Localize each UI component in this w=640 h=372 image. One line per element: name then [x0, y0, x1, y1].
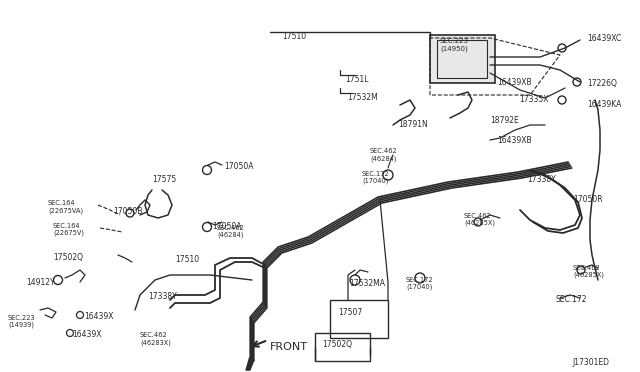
Text: SEC.462
(46283X): SEC.462 (46283X) — [140, 332, 171, 346]
Text: 17575: 17575 — [152, 175, 176, 184]
Text: 17050A: 17050A — [212, 222, 241, 231]
Text: 14912Y: 14912Y — [26, 278, 54, 287]
Text: SEC.462
(46285X): SEC.462 (46285X) — [573, 265, 604, 279]
Text: SEC.172: SEC.172 — [555, 295, 586, 304]
Text: 17050R: 17050R — [573, 195, 603, 204]
Text: 17338Y: 17338Y — [148, 292, 177, 301]
Bar — [430, 35, 495, 83]
Text: 16439XC: 16439XC — [587, 34, 621, 43]
Text: 16439XB: 16439XB — [497, 78, 532, 87]
Text: 16439XB: 16439XB — [497, 136, 532, 145]
Text: 17510: 17510 — [175, 255, 199, 264]
Text: 17502Q: 17502Q — [53, 253, 83, 262]
Text: J17301ED: J17301ED — [572, 358, 609, 367]
Text: SEC.462
(46285X): SEC.462 (46285X) — [464, 213, 495, 227]
Text: SEC.462
(46284): SEC.462 (46284) — [217, 225, 244, 238]
Text: 16439X: 16439X — [84, 312, 113, 321]
Text: 17502Q: 17502Q — [322, 340, 352, 349]
Text: SEC.164
(22675V): SEC.164 (22675V) — [53, 223, 84, 237]
Text: 17335X: 17335X — [519, 95, 548, 104]
Bar — [315, 333, 370, 361]
Text: SEC.164
(22675VA): SEC.164 (22675VA) — [48, 200, 83, 214]
Text: 1751L: 1751L — [345, 75, 369, 84]
Text: SEC.172
(17040): SEC.172 (17040) — [362, 171, 390, 185]
Bar — [330, 300, 388, 338]
Text: FRONT: FRONT — [270, 342, 308, 352]
Text: 16439KA: 16439KA — [587, 100, 621, 109]
Text: SEC.172
(17040): SEC.172 (17040) — [406, 277, 434, 291]
Text: 17510: 17510 — [282, 32, 306, 41]
Text: SEC.223
(14950): SEC.223 (14950) — [440, 38, 469, 51]
Text: 17050A: 17050A — [224, 162, 253, 171]
Bar — [437, 40, 487, 78]
Text: SEC.223
(14939): SEC.223 (14939) — [8, 315, 36, 328]
Text: 18792E: 18792E — [490, 116, 519, 125]
Text: 17532MA: 17532MA — [349, 279, 385, 288]
Text: 16439X: 16439X — [72, 330, 102, 339]
Text: 17226Q: 17226Q — [587, 79, 617, 88]
Text: SEC.462
(46284): SEC.462 (46284) — [370, 148, 397, 161]
Text: 18791N: 18791N — [398, 120, 428, 129]
Text: 17050B: 17050B — [113, 207, 142, 216]
Text: 17338Y: 17338Y — [527, 175, 556, 184]
Text: 17532M: 17532M — [347, 93, 378, 102]
Text: 17507: 17507 — [338, 308, 362, 317]
